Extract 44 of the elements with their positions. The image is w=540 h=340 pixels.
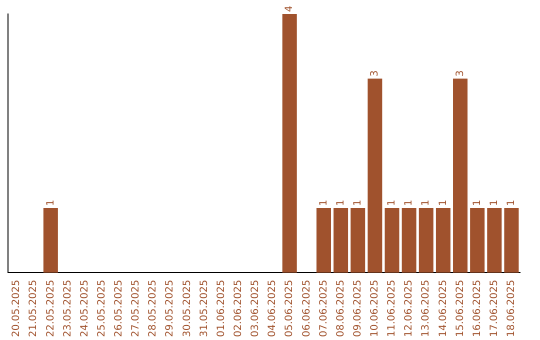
x-tick-label: 14.06.2025 [438,280,449,338]
x-tick-label: 03.06.2025 [250,280,262,338]
x-tick-label: 08.06.2025 [335,280,346,338]
data-label: 1 [420,200,432,206]
x-tick-label: 21.05.2025 [28,280,40,338]
data-label: 3 [454,70,466,77]
x-tick-label: 05.06.2025 [284,280,296,338]
x-tick-label: 02.06.2025 [232,280,244,338]
data-label: 1 [318,200,330,206]
data-label: 1 [386,200,398,206]
x-tick-label: 24.05.2025 [79,280,90,338]
x-tick-label: 31.05.2025 [198,280,210,338]
x-tick-label: 12.06.2025 [404,280,415,338]
data-label: 1 [506,200,518,206]
x-tick-label: 25.05.2025 [96,280,108,338]
x-tick-label: 13.06.2025 [420,280,432,338]
x-tick-label: 16.06.2025 [472,280,483,338]
x-tick-label: 30.05.2025 [182,280,193,338]
x-tick-label: 10.06.2025 [370,280,381,338]
x-tick-label: 06.06.2025 [301,280,312,338]
x-tick-label: 01.06.2025 [216,280,227,338]
x-tick-label: 17.06.2025 [488,280,500,338]
x-tick-label: 15.06.2025 [454,280,466,338]
data-label: 1 [45,200,56,206]
x-tick-label: 09.06.2025 [352,280,364,338]
x-tick-label: 04.06.2025 [267,280,278,338]
data-label: 1 [335,200,346,206]
data-label: 1 [472,200,483,206]
x-tick-label: 26.05.2025 [114,280,125,338]
data-label: 1 [404,200,415,206]
x-tick-label: 23.05.2025 [62,280,74,338]
x-tick-label: 22.05.2025 [45,280,56,338]
x-tick-label: 28.05.2025 [148,280,159,338]
x-tick-label: 27.05.2025 [130,280,142,338]
data-label: 1 [352,200,364,206]
data-label: 1 [438,200,449,206]
data-label: 3 [370,70,381,77]
data-label: 1 [488,200,500,206]
x-tick-label: 07.06.2025 [318,280,330,338]
x-tick-label: 11.06.2025 [386,280,398,338]
x-tick-label: 29.05.2025 [164,280,176,338]
data-label: 4 [284,6,296,12]
x-tick-label: 18.06.2025 [506,280,518,338]
x-tick-label: 20.05.2025 [11,280,22,338]
